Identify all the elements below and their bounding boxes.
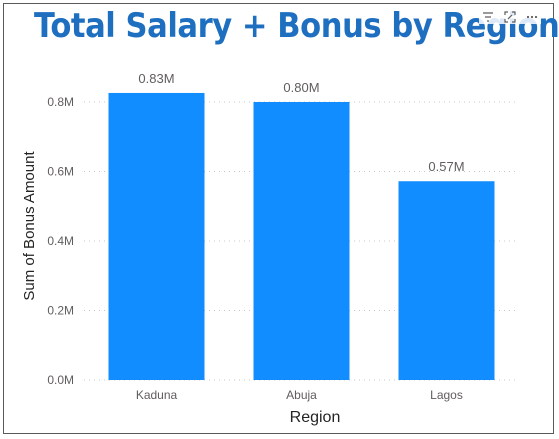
y-axis-title: Sum of Bonus Amount bbox=[21, 151, 38, 301]
chart-visual[interactable]: Total Salary + Bonus by Region 0.0M 0.2M 0… bbox=[3, 3, 559, 434]
data-label: 0.57M bbox=[428, 159, 464, 174]
x-tick-label: Kaduna bbox=[136, 388, 178, 402]
data-labels: 0.83M 0.80M 0.57M bbox=[138, 71, 464, 174]
x-tick-label: Abuja bbox=[286, 388, 317, 402]
focus-mode-icon[interactable] bbox=[504, 11, 516, 23]
more-options-icon[interactable] bbox=[526, 11, 538, 23]
bar bbox=[398, 181, 495, 380]
y-tick-label: 0.4M bbox=[47, 234, 74, 248]
x-tick-label: Lagos bbox=[430, 388, 463, 402]
y-tick-label: 0.6M bbox=[47, 165, 74, 179]
filter-icon[interactable] bbox=[482, 11, 494, 23]
visual-header bbox=[479, 10, 541, 24]
bar bbox=[253, 102, 350, 380]
bars bbox=[108, 92, 495, 380]
y-axis-ticks: 0.0M 0.2M 0.4M 0.6M 0.8M bbox=[47, 95, 74, 387]
data-label: 0.80M bbox=[283, 80, 319, 95]
bar-chart: 0.0M 0.2M 0.4M 0.6M 0.8M 0.83M 0.80M 0.57M Kad… bbox=[21, 71, 519, 426]
x-axis-title: Region bbox=[290, 409, 341, 426]
y-tick-label: 0.2M bbox=[47, 304, 74, 318]
y-tick-label: 0.0M bbox=[47, 373, 74, 387]
chart-title: Total Salary + Bonus by Region bbox=[34, 6, 559, 46]
y-tick-label: 0.8M bbox=[47, 95, 74, 109]
data-label: 0.83M bbox=[138, 71, 174, 86]
bar bbox=[108, 92, 205, 380]
x-axis-ticks: Kaduna Abuja Lagos bbox=[136, 388, 463, 402]
